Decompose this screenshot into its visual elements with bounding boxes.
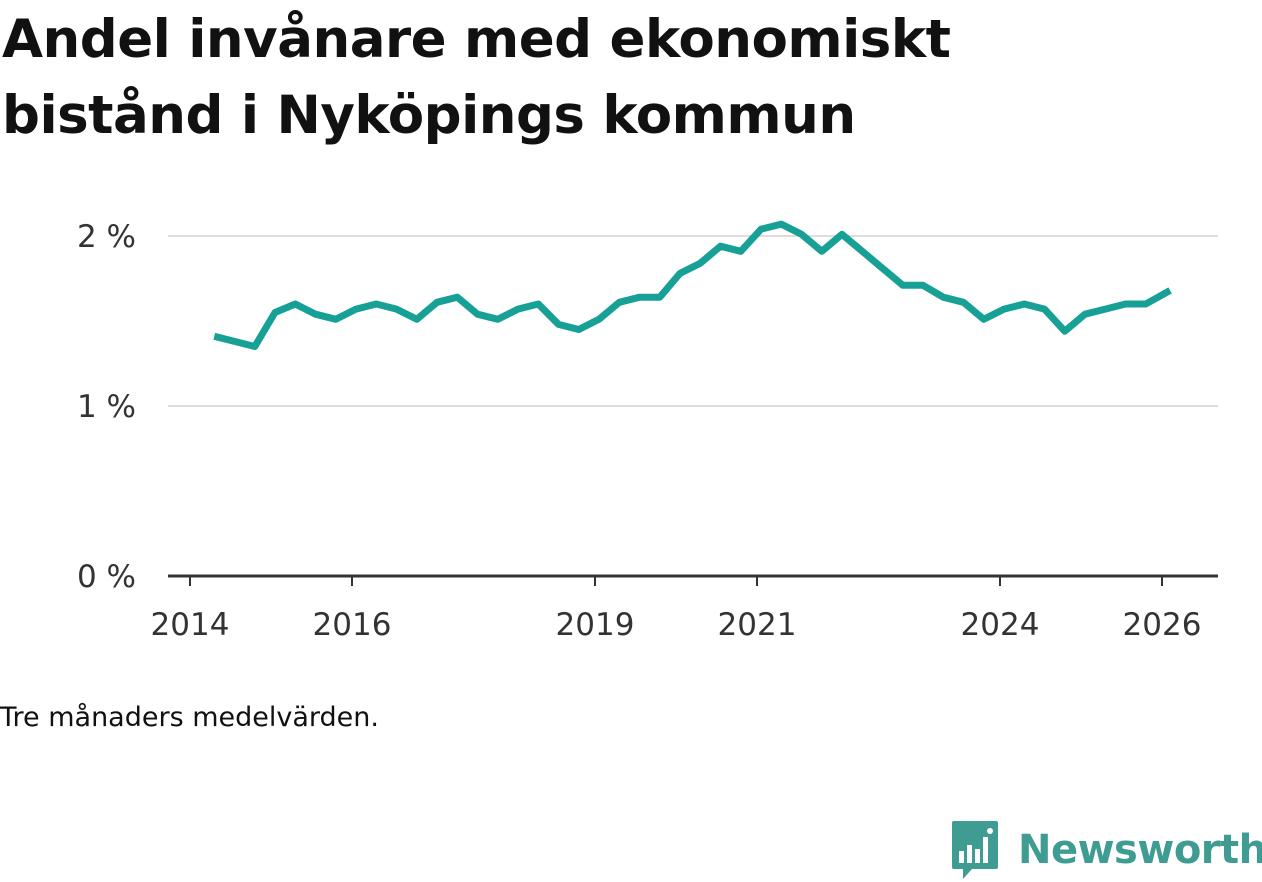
y-tick-label: 2 % bbox=[77, 219, 136, 255]
grid-lines bbox=[168, 235, 1218, 407]
chart-title: Andel invånare med ekonomiskt bistånd i … bbox=[2, 9, 951, 146]
series-line bbox=[213, 220, 1172, 350]
x-tick-label: 2024 bbox=[961, 607, 1040, 643]
brand-logo[interactable]: Newsworthy bbox=[950, 818, 1262, 882]
y-tick-label: 1 % bbox=[77, 389, 136, 425]
chart-caption: Tre månaders medelvärden. bbox=[0, 702, 379, 733]
newsworthy-logo-icon bbox=[952, 821, 998, 879]
x-axis-tick-labels: 2014 2016 2019 2021 2024 2026 bbox=[151, 607, 1202, 643]
x-tick-label: 2016 bbox=[313, 607, 392, 643]
brand-name: Newsworthy bbox=[1018, 827, 1262, 873]
data-series bbox=[213, 220, 1172, 350]
x-tick-label: 2021 bbox=[718, 607, 797, 643]
x-axis bbox=[168, 574, 1218, 586]
x-tick-label: 2026 bbox=[1123, 607, 1202, 643]
x-tick-label: 2019 bbox=[556, 607, 635, 643]
y-axis-tick-labels: 0 % 1 % 2 % bbox=[77, 219, 136, 595]
x-tick-label: 2014 bbox=[151, 607, 230, 643]
y-tick-label: 0 % bbox=[77, 559, 136, 595]
